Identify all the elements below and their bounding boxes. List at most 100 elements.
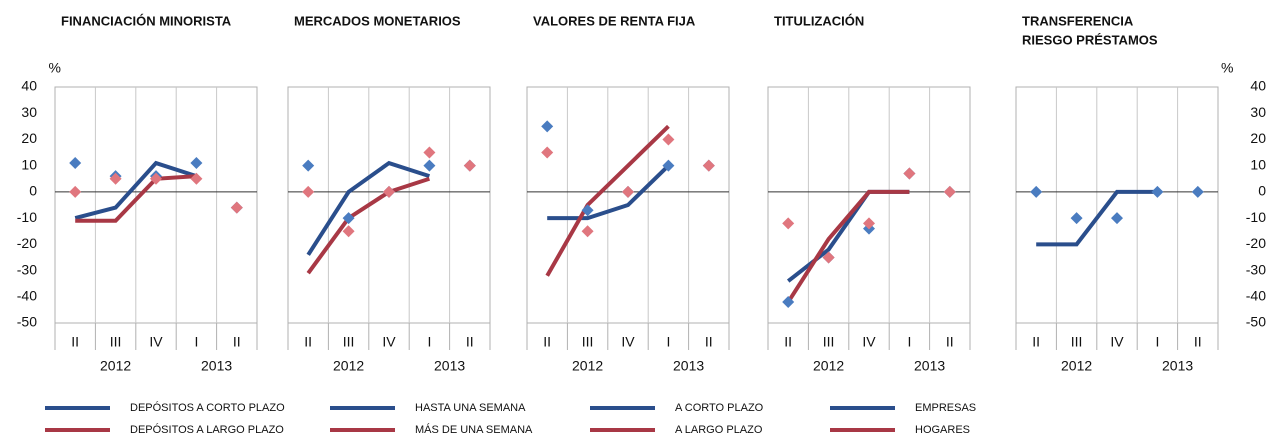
x-tick-label: II bbox=[543, 334, 551, 350]
expectation-marker bbox=[69, 157, 82, 170]
y-tick-label: 20 bbox=[1250, 130, 1266, 146]
expectation-marker bbox=[662, 133, 675, 146]
expectation-marker bbox=[1151, 185, 1164, 198]
expectation-marker bbox=[822, 251, 835, 264]
panel-title: RIESGO PRÉSTAMOS bbox=[1022, 32, 1158, 47]
expectation-marker bbox=[230, 201, 243, 214]
expectation-marker bbox=[463, 159, 476, 172]
y-tick-label: 40 bbox=[1250, 78, 1266, 94]
x-tick-label: III bbox=[582, 334, 594, 350]
y-tick-label: -20 bbox=[1246, 235, 1266, 251]
panel-title: FINANCIACIÓN MINORISTA bbox=[61, 13, 232, 28]
y-tick-label: -10 bbox=[1246, 209, 1266, 225]
expectation-marker bbox=[190, 172, 203, 185]
series-line bbox=[786, 189, 910, 304]
expectation-marker bbox=[541, 120, 554, 133]
x-tick-label: II bbox=[946, 334, 954, 350]
expectation-marker bbox=[622, 185, 634, 198]
series-line bbox=[75, 174, 197, 223]
x-tick-label: IV bbox=[621, 334, 635, 350]
y-tick-label: 30 bbox=[1250, 104, 1266, 120]
year-label: 2013 bbox=[201, 358, 232, 374]
expectation-marker bbox=[190, 157, 203, 170]
x-tick-label: I bbox=[427, 334, 431, 350]
expectation-marker bbox=[541, 146, 554, 159]
expectation-marker bbox=[702, 159, 715, 172]
x-tick-label: III bbox=[343, 334, 355, 350]
y-tick-label: 10 bbox=[21, 156, 37, 172]
expectation-marker bbox=[782, 296, 795, 309]
x-tick-label: II bbox=[233, 334, 241, 350]
plot-frame bbox=[54, 86, 258, 324]
y-tick-label: -50 bbox=[1246, 314, 1266, 330]
x-tick-label: III bbox=[823, 334, 835, 350]
expectation-marker bbox=[69, 185, 82, 198]
year-label: 2012 bbox=[333, 358, 364, 374]
expectation-marker bbox=[1191, 185, 1204, 198]
x-tick-label: III bbox=[110, 334, 122, 350]
x-tick-label: I bbox=[907, 334, 911, 350]
expectation-marker bbox=[903, 167, 916, 180]
year-label: 2013 bbox=[673, 358, 704, 374]
x-tick-label: IV bbox=[1110, 334, 1124, 350]
x-tick-label: I bbox=[666, 334, 670, 350]
legend-label: HOGARES bbox=[915, 424, 970, 436]
panel-title: MERCADOS MONETARIOS bbox=[294, 13, 461, 28]
legend-label: HASTA UNA SEMANA bbox=[415, 402, 526, 414]
series-line bbox=[1036, 189, 1158, 247]
x-tick-label: III bbox=[1071, 334, 1083, 350]
expectation-marker bbox=[863, 217, 875, 230]
year-label: 2013 bbox=[434, 358, 465, 374]
plot-frame bbox=[1015, 86, 1219, 324]
expectation-marker bbox=[423, 146, 436, 159]
legend-label: DEPÓSITOS A CORTO PLAZO bbox=[130, 401, 285, 414]
series-line bbox=[547, 164, 670, 221]
expectation-marker bbox=[1111, 212, 1123, 225]
x-tick-label: II bbox=[705, 334, 713, 350]
x-tick-label: IV bbox=[149, 334, 163, 350]
x-tick-label: I bbox=[1155, 334, 1159, 350]
legend-label: EMPRESAS bbox=[915, 402, 976, 414]
y-tick-label: 20 bbox=[21, 130, 37, 146]
panel-title: VALORES DE RENTA FIJA bbox=[533, 13, 696, 28]
y-tick-label: 40 bbox=[21, 78, 37, 94]
panel-title: TITULIZACIÓN bbox=[774, 13, 864, 28]
series-line bbox=[545, 124, 670, 277]
year-label: 2012 bbox=[572, 358, 603, 374]
expectation-marker bbox=[383, 185, 395, 198]
x-tick-label: II bbox=[466, 334, 474, 350]
legend-label: MÁS DE UNA SEMANA bbox=[415, 423, 533, 436]
year-label: 2012 bbox=[1061, 358, 1092, 374]
x-tick-label: II bbox=[1032, 334, 1040, 350]
year-label: 2013 bbox=[1162, 358, 1193, 374]
plot-frame bbox=[287, 86, 491, 324]
y-tick-label: 10 bbox=[1250, 156, 1266, 172]
year-label: 2012 bbox=[813, 358, 844, 374]
expectation-marker bbox=[782, 217, 795, 230]
expectation-marker bbox=[943, 185, 956, 198]
expectation-marker bbox=[423, 159, 436, 172]
x-tick-label: II bbox=[1194, 334, 1202, 350]
y-tick-label: -30 bbox=[1246, 261, 1266, 277]
x-tick-label: II bbox=[71, 334, 79, 350]
series-line bbox=[306, 176, 431, 275]
series-line bbox=[306, 160, 431, 256]
expectation-marker bbox=[302, 159, 315, 172]
legend-label: A CORTO PLAZO bbox=[675, 402, 764, 414]
year-label: 2012 bbox=[100, 358, 131, 374]
y-tick-label: -50 bbox=[17, 314, 37, 330]
plot-frame bbox=[767, 86, 971, 324]
y-tick-label: -10 bbox=[17, 209, 37, 225]
series-line bbox=[74, 160, 198, 221]
x-tick-label: II bbox=[304, 334, 312, 350]
y-axis-unit: % bbox=[49, 60, 61, 76]
expectation-marker bbox=[662, 159, 675, 172]
legend-label: A LARGO PLAZO bbox=[675, 424, 763, 436]
y-axis-unit: % bbox=[1221, 60, 1233, 76]
y-tick-label: -30 bbox=[17, 261, 37, 277]
y-tick-label: -20 bbox=[17, 235, 37, 251]
expectation-marker bbox=[581, 225, 594, 238]
expectation-marker bbox=[1070, 212, 1083, 225]
plot-frame bbox=[526, 86, 730, 324]
